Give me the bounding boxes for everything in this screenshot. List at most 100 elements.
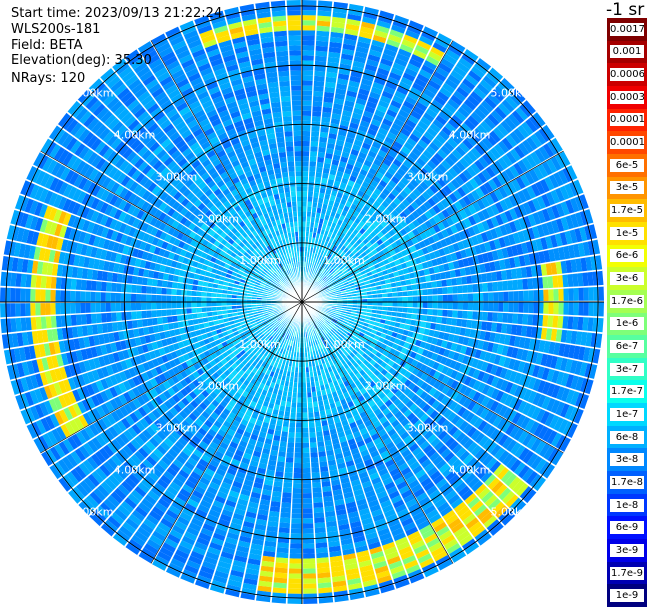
radar-cell (310, 211, 316, 218)
radar-cell (407, 390, 416, 400)
radar-cell (377, 293, 383, 298)
radar-cell (349, 271, 356, 277)
radar-cell (462, 310, 468, 319)
radar-cell (559, 436, 572, 452)
radar-cell (313, 507, 325, 514)
radar-cell (533, 302, 539, 314)
radar-cell (319, 273, 325, 279)
radar-cell (324, 321, 330, 326)
radar-cell (302, 261, 304, 267)
radar-cell (465, 411, 476, 423)
radar-cell (340, 274, 346, 280)
radar-cell (508, 207, 518, 220)
radar-cell (351, 248, 358, 255)
radar-cell (302, 50, 315, 56)
radar-cell (346, 90, 358, 98)
radar-cell (313, 512, 325, 519)
radar-cell (497, 281, 503, 291)
radar-cell (388, 127, 400, 136)
radar-cell (302, 85, 313, 91)
radar-cell (542, 276, 549, 289)
radar-cell (546, 206, 556, 221)
radar-cell (454, 361, 462, 371)
radar-cell (480, 196, 490, 208)
radar-cell (441, 106, 454, 118)
radar-cell (344, 28, 359, 36)
radar-cell (433, 380, 442, 390)
radar-cell (287, 598, 302, 604)
radar-cell (369, 342, 377, 349)
radar-cell (540, 327, 548, 340)
radar-cell (441, 375, 450, 385)
radar-cell (587, 317, 594, 332)
radar-cell (380, 314, 387, 320)
radar-cell (376, 67, 390, 77)
radar-cell (411, 219, 420, 228)
radar-cell (364, 248, 371, 255)
radar-cell (411, 147, 422, 157)
radar-cell (546, 140, 559, 155)
radar-cell (375, 154, 385, 163)
radar-cell (320, 261, 325, 267)
radar-cell (370, 163, 380, 171)
radar-cell (364, 267, 371, 274)
radar-cell (321, 274, 326, 280)
radar-cell (367, 96, 379, 105)
ray-gap (301, 0, 319, 303)
radar-cell (557, 315, 564, 329)
radar-cell (517, 159, 529, 173)
radar-cell (284, 467, 294, 473)
radar-cell (341, 276, 347, 282)
radar-cell (534, 130, 547, 145)
radar-cell (316, 15, 331, 22)
radar-cell (378, 179, 388, 188)
radar-cell (509, 335, 516, 347)
radar-cell (355, 272, 362, 278)
radar-cell (403, 172, 413, 182)
radar-cell (448, 333, 455, 342)
radar-cell (387, 33, 402, 44)
radar-cell (487, 341, 494, 352)
radar-cell (305, 226, 310, 232)
radar-cell (337, 236, 343, 243)
radar-cell (557, 169, 569, 185)
radar-cell (445, 49, 460, 61)
radar-cell (302, 488, 312, 494)
radar-cell (346, 332, 353, 338)
radar-cell (500, 420, 512, 433)
radar-cell (582, 316, 589, 331)
radar-cell (479, 407, 490, 420)
radar-cell (435, 133, 447, 145)
radar-cell (352, 332, 359, 338)
radar-cell (431, 258, 438, 267)
radar-cell (337, 320, 343, 325)
radar-cell (324, 270, 329, 276)
radar-cell (302, 387, 307, 393)
radar-cell (473, 107, 487, 120)
radar-cell (553, 247, 561, 261)
ray-gap (301, 124, 547, 303)
radar-cell (570, 213, 579, 228)
radar-cell (311, 263, 315, 269)
radar-cell (352, 257, 359, 264)
radar-cell (302, 493, 313, 499)
radar-cell (452, 65, 467, 78)
radar-cell (440, 255, 448, 264)
radar-cell (523, 388, 533, 402)
radar-cell (302, 201, 307, 207)
radar-cell (376, 358, 384, 365)
radar-cell (322, 101, 333, 108)
radar-cell (485, 206, 495, 218)
radar-cell (322, 251, 327, 258)
radar-cell (490, 364, 499, 376)
radar-cell (296, 402, 302, 408)
radar-cell (352, 228, 359, 236)
radar-cell (396, 333, 403, 340)
radar-cell (408, 20, 424, 31)
radar-cell (543, 302, 549, 314)
radar-cell (584, 225, 593, 241)
ray-gap (301, 238, 598, 303)
radar-cell (482, 282, 488, 292)
radar-cell (323, 96, 334, 103)
radar-cell (298, 367, 302, 373)
